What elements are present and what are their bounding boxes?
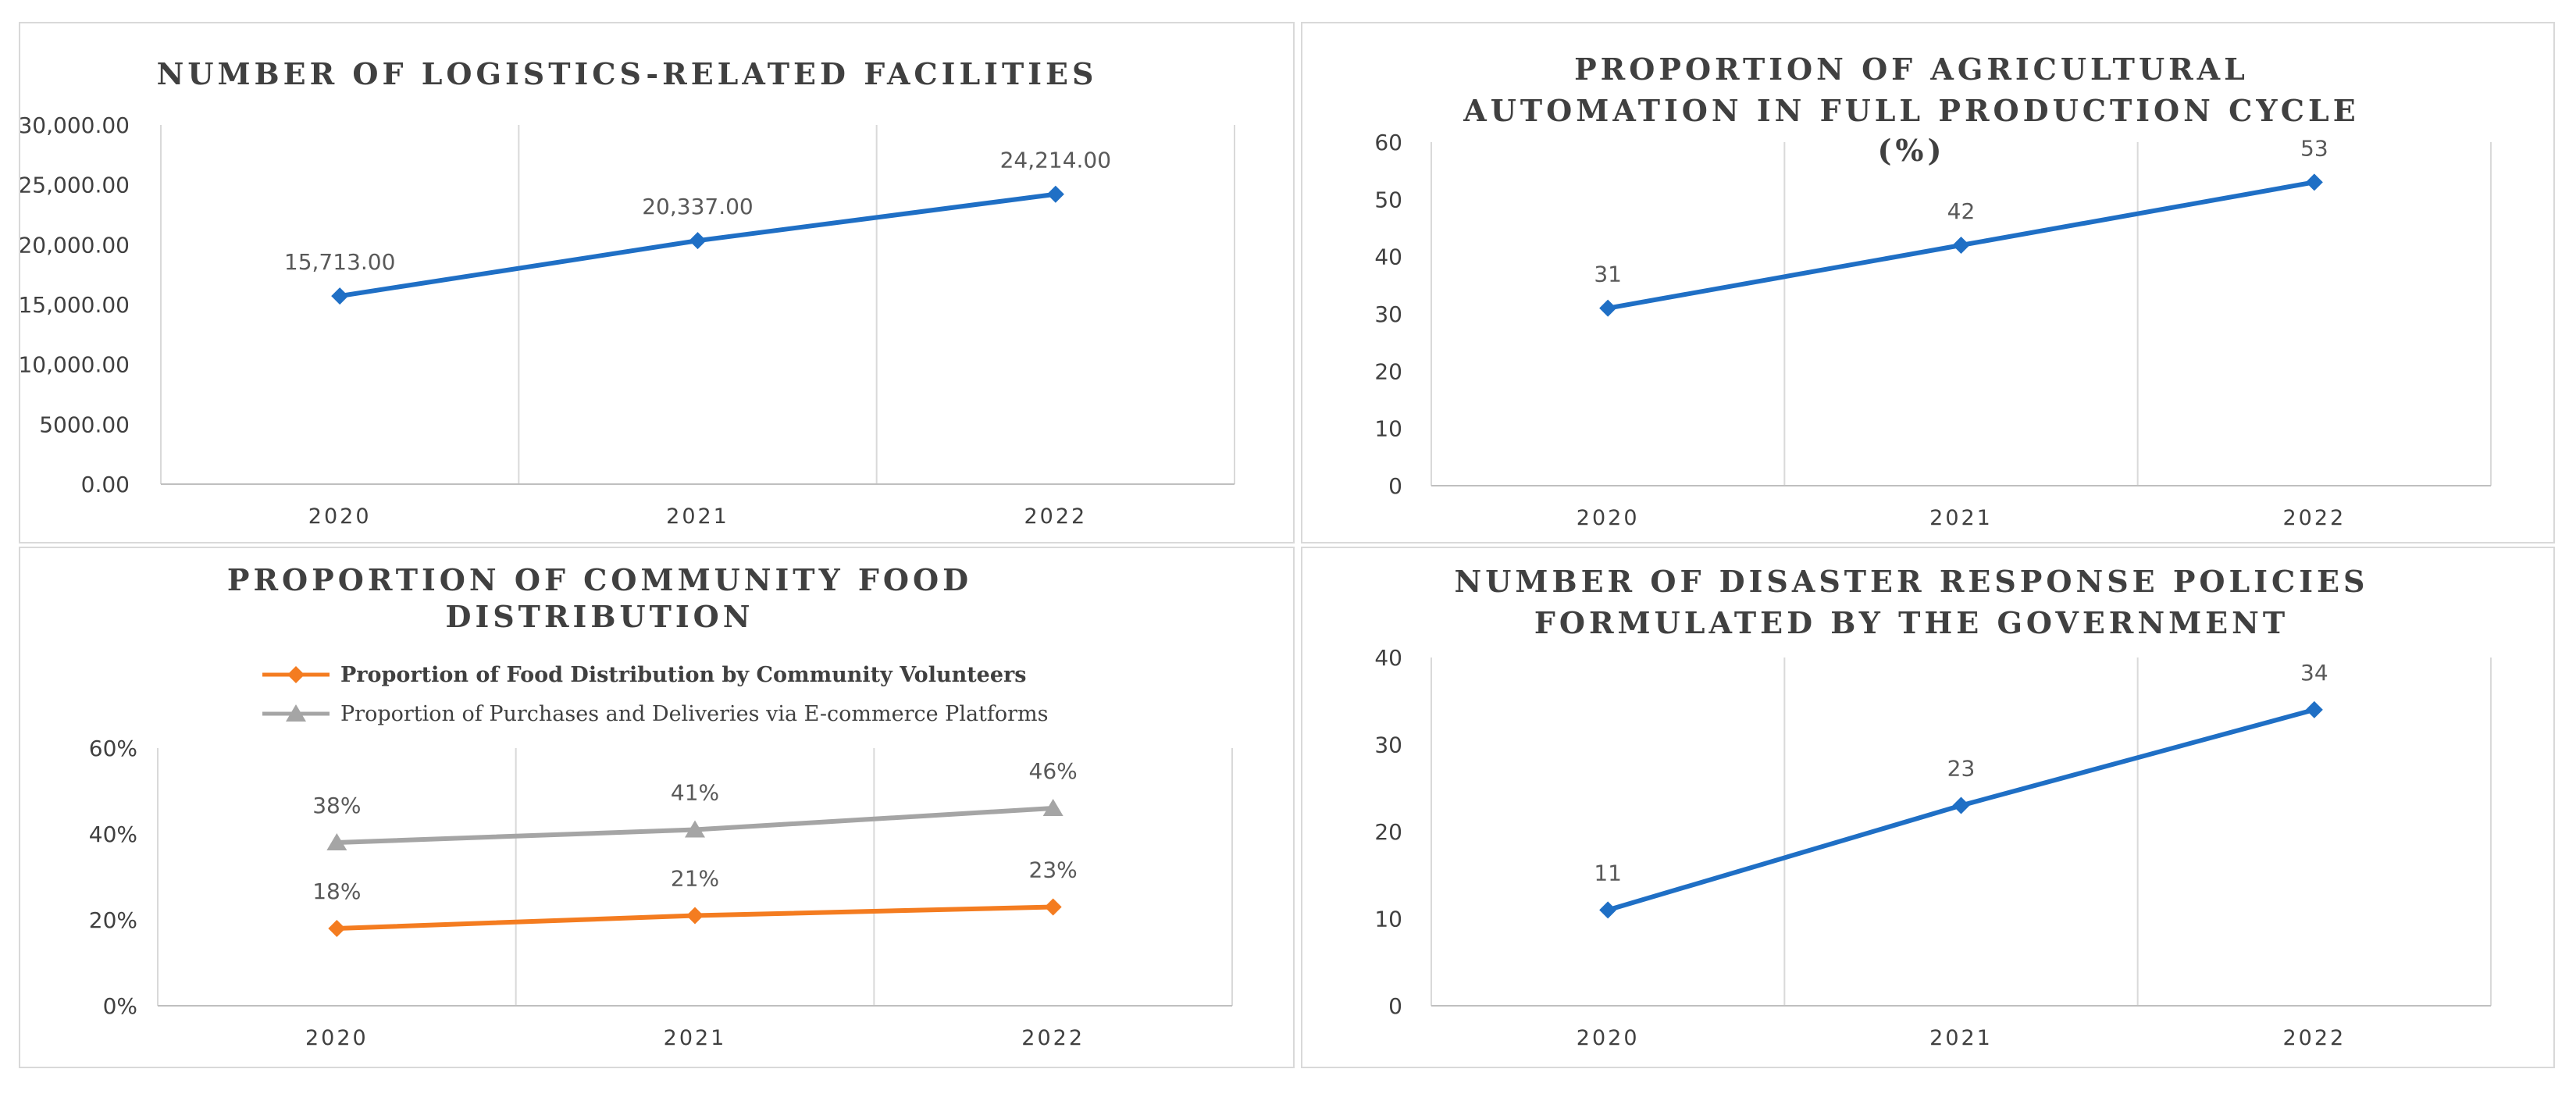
y-tick-label: 10 xyxy=(1374,416,1402,442)
data-label: 34 xyxy=(2300,660,2328,686)
y-tick-label: 30 xyxy=(1374,732,1402,758)
data-label: 46% xyxy=(1029,758,1078,784)
y-tick-label: 20% xyxy=(89,907,137,933)
chart-panel-community-food-distribution: PROPORTION OF COMMUNITY FOOD DISTRIBUTION… xyxy=(19,547,1295,1068)
y-tick-label: 10,000.00 xyxy=(20,352,130,378)
series-0: 15,713.00 20,337.00 24,214.00 xyxy=(284,148,1111,305)
data-label: 23% xyxy=(1029,857,1078,883)
data-point xyxy=(326,833,347,850)
data-point xyxy=(1046,185,1064,203)
chart-title-line: NUMBER OF DISASTER RESPONSE POLICIES xyxy=(1455,564,2369,599)
y-tick-label: 50 xyxy=(1374,187,1402,212)
data-point xyxy=(2305,700,2323,718)
chart-title-line: (%) xyxy=(1877,133,1945,168)
chart-logistics-facilities: NUMBER OF LOGISTICS-RELATED FACILITIES 0.… xyxy=(20,56,1235,529)
chart-disaster-response-policies: NUMBER OF DISASTER RESPONSE POLICIES FORM… xyxy=(1374,564,2492,1050)
x-tick-label: 2022 xyxy=(2282,506,2346,530)
data-label: 24,214.00 xyxy=(1000,148,1112,173)
x-tick-label: 2020 xyxy=(305,1026,369,1050)
legend-marker xyxy=(286,704,306,722)
y-tick-label: 40% xyxy=(89,821,137,847)
y-tick-label: 10 xyxy=(1374,907,1402,932)
x-tick-label: 2021 xyxy=(1929,1026,1993,1050)
data-point xyxy=(689,232,707,250)
data-label: 38% xyxy=(312,793,361,818)
data-point xyxy=(328,920,346,937)
data-label: 53 xyxy=(2300,135,2328,161)
x-tick-label: 2022 xyxy=(2282,1026,2346,1050)
series-1: 38% 41% 46% xyxy=(312,758,1078,850)
y-tick-label: 0 xyxy=(1388,473,1402,499)
data-point xyxy=(1044,898,1062,916)
chart-title-line: PROPORTION OF AGRICULTURAL xyxy=(1574,52,2249,87)
x-tick-label: 2020 xyxy=(1577,1026,1640,1050)
y-tick-label: 0% xyxy=(103,993,137,1019)
data-label: 42 xyxy=(1947,198,1976,224)
chart-panel-logistics-facilities: NUMBER OF LOGISTICS-RELATED FACILITIES 0.… xyxy=(19,22,1295,543)
data-point xyxy=(1042,799,1064,816)
data-point xyxy=(1952,237,1970,254)
x-tick-label: 2021 xyxy=(664,1026,727,1050)
y-tick-label: 0 xyxy=(1388,993,1402,1019)
data-point xyxy=(1952,796,1970,814)
y-tick-label: 40 xyxy=(1374,244,1402,270)
chart-title-line: DISTRIBUTION xyxy=(446,599,754,634)
chart-title-line: AUTOMATION IN FULL PRODUCTION CYCLE xyxy=(1463,93,2359,128)
series-0: 18% 21% 23% xyxy=(312,857,1078,937)
series-0: 31 42 53 xyxy=(1594,135,2328,317)
data-label: 21% xyxy=(671,866,719,892)
y-tick-label: 60% xyxy=(89,736,137,761)
y-tick-label: 60 xyxy=(1374,130,1402,155)
chart-panel-agricultural-automation: PROPORTION OF AGRICULTURAL AUTOMATION IN … xyxy=(1301,22,2555,543)
data-label: 15,713.00 xyxy=(284,249,396,275)
y-tick-label: 25,000.00 xyxy=(20,173,130,198)
data-label: 11 xyxy=(1594,860,1622,886)
data-label: 23 xyxy=(1947,756,1976,782)
y-tick-label: 30 xyxy=(1374,301,1402,327)
legend-entry: Proportion of Food Distribution by Commu… xyxy=(340,663,1026,687)
y-tick-label: 20 xyxy=(1374,358,1402,384)
y-tick-label: 5000.00 xyxy=(39,412,130,437)
y-tick-label: 15,000.00 xyxy=(20,292,130,318)
data-point xyxy=(1599,299,1617,317)
x-tick-label: 2020 xyxy=(1577,506,1640,530)
chart-panel-disaster-response-policies: NUMBER OF DISASTER RESPONSE POLICIES FORM… xyxy=(1301,547,2555,1068)
y-tick-label: 30,000.00 xyxy=(20,112,130,138)
data-point xyxy=(331,287,349,305)
data-point xyxy=(1599,901,1617,919)
chart-title-line: PROPORTION OF COMMUNITY FOOD xyxy=(227,562,972,597)
data-point xyxy=(2305,173,2323,191)
data-point xyxy=(685,820,705,838)
y-tick-label: 0.00 xyxy=(81,472,130,497)
chart-community-food-distribution: PROPORTION OF COMMUNITY FOODDISTRIBUTION… xyxy=(89,562,1233,1050)
x-tick-label: 2020 xyxy=(308,504,372,529)
legend-entry: Proportion of Purchases and Deliveries v… xyxy=(340,702,1049,726)
chart-agricultural-automation: PROPORTION OF AGRICULTURAL AUTOMATION IN … xyxy=(1374,52,2492,530)
y-tick-label: 20,000.00 xyxy=(20,232,130,258)
y-tick-label: 40 xyxy=(1374,645,1402,671)
x-tick-label: 2021 xyxy=(1929,506,1993,530)
y-tick-label: 20 xyxy=(1374,819,1402,845)
x-tick-label: 2021 xyxy=(666,504,729,529)
x-tick-label: 2022 xyxy=(1021,1026,1085,1050)
data-label: 18% xyxy=(312,878,361,904)
series-0: 11 23 34 xyxy=(1594,660,2328,919)
chart-title-line: NUMBER OF LOGISTICS-RELATED FACILITIES xyxy=(157,56,1098,91)
data-label: 20,337.00 xyxy=(642,194,754,219)
x-tick-label: 2022 xyxy=(1024,504,1087,529)
data-label: 31 xyxy=(1594,262,1622,287)
data-point xyxy=(686,907,704,925)
legend-marker xyxy=(287,666,305,683)
chart-title-line: FORMULATED BY THE GOVERNMENT xyxy=(1534,605,2289,640)
data-label: 41% xyxy=(671,780,719,806)
